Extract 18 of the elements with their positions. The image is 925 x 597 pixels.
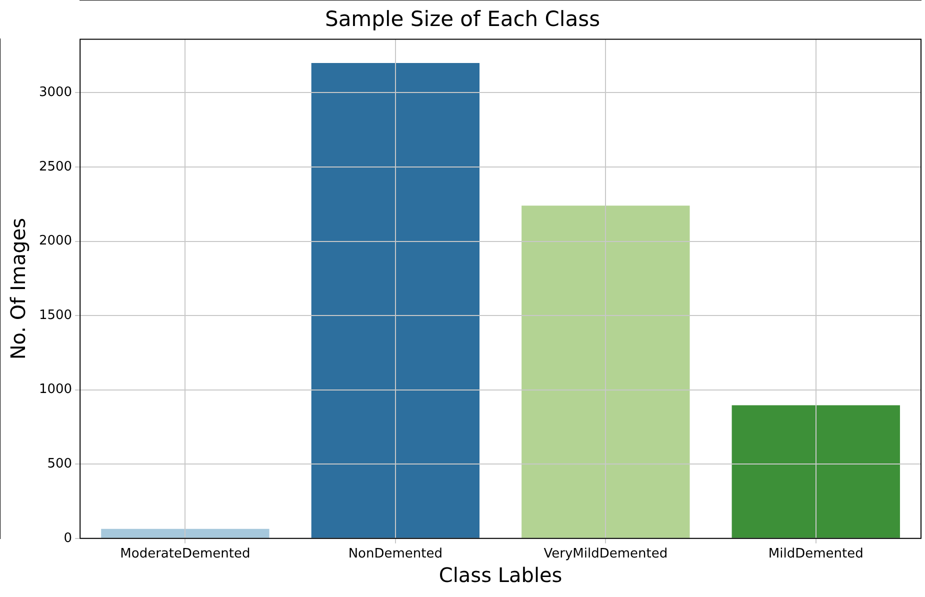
y-tick-label: 1500: [38, 308, 72, 323]
y-tick-label: 2000: [38, 234, 72, 249]
y-tick-label: 1000: [38, 382, 72, 398]
y-tick-label: 500: [47, 456, 72, 472]
y-tick-label: 3000: [38, 85, 72, 100]
bar: [101, 528, 270, 538]
bar: [732, 405, 900, 538]
y-axis-title: No. Of Images: [6, 218, 30, 360]
bar: [522, 206, 690, 538]
chart-title: Sample Size of Each Class: [324, 7, 600, 32]
x-tick-label: NonDemented: [348, 546, 443, 562]
y-tick-label: 2500: [38, 159, 72, 174]
y-tick-label: 0: [64, 530, 72, 546]
x-tick-label: MildDemented: [768, 546, 864, 562]
x-axis-title: Class Lables: [438, 563, 562, 588]
x-tick-label: ModerateDemented: [120, 546, 250, 562]
x-tick-label: VeryMildDemented: [544, 546, 668, 562]
bar: [311, 62, 480, 538]
